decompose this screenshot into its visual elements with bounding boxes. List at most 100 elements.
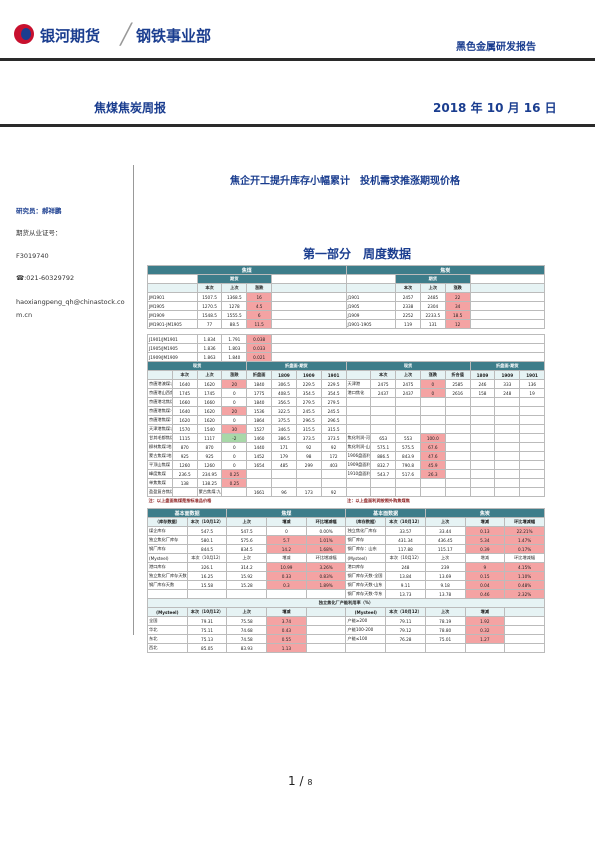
fundamentals-row: 钢厂库存 844.5 834.5 14.2 1.68% 钢厂库存：山东 117.88 115.… [147,544,545,554]
table-cell [519,415,545,425]
table-cell: 306.5 [271,379,297,389]
table-cell [226,589,268,599]
table-cell: 京唐港山西焦煤:库提价 [147,388,173,398]
table-cell: 315.5 [320,424,347,434]
email-link[interactable]: haoxiangpeng_qh@chinastock.com.cn [16,298,125,319]
table-cell: 1260 [171,460,198,470]
capacity-row: 华北 75.11 74.68 0.43 产能100-200 79.12 78.80 0.32 [147,625,545,635]
table-cell: 11.5 [246,319,273,329]
table-cell: 1117 [196,433,223,443]
table-cell: 1906盘面利润 [345,451,372,461]
table-cell: 0.13 [464,526,506,536]
table-cell: 1.13 [266,643,307,653]
capacity-title: 独立焦化厂产能利用率（%） [147,598,545,608]
table-cell: 0.48% [504,580,545,590]
table-cell [385,643,426,653]
table-cell: 1460 [246,433,273,443]
table-cell: 1840 [246,379,273,389]
column-header: 本次 [395,283,421,293]
column-header: 涨跌 [419,370,446,380]
table-cell [444,415,471,425]
brand-name: 银河期货 [40,27,101,45]
table-cell [444,424,471,434]
table-cell: 1909盘面利润 [345,460,372,470]
table-cell [171,487,198,497]
table-cell: 0 [266,526,307,536]
table-cell [271,319,347,329]
table-cell: 296.5 [320,415,347,425]
table-cell: 517.6 [395,469,421,479]
table-cell [305,607,347,617]
table-cell: 322.5 [271,406,297,416]
column-header: 涨跌 [221,370,248,380]
table-cell: 1.10% [504,571,545,581]
table-cell: 575.5 [395,442,421,452]
table-cell: J1905/JM1905 [147,343,198,353]
table-cell: J1909 [345,310,397,320]
futures-subheader: 期货 [196,274,273,284]
table-cell [345,406,372,416]
table-cell [271,274,347,284]
table-cell: 16 [246,292,273,302]
table-cell [305,616,347,626]
table-cell: 22 [444,292,471,302]
table-cell [370,478,397,488]
table-cell: 354.5 [295,388,322,398]
table-cell: 20 [221,379,248,389]
table-cell: 373.5 [295,433,322,443]
table-cell: 171 [271,442,297,452]
table-cell: 2475 [370,379,397,389]
table-cell: 0 [221,460,248,470]
table-cell: 2.32% [504,589,545,599]
column-header: 上次 [226,607,268,617]
column-header: 上次 [424,607,466,617]
table-cell: 85.05 [186,643,228,653]
table-cell: 299 [295,460,322,470]
table-cell: 单焦焦煤 [147,478,173,488]
column-header: 本次（10月12） [385,517,426,527]
table-cell: 上次 [424,553,466,563]
table-cell: 373.5 [320,433,347,443]
table-cell: 2437 [370,388,397,398]
table-cell [469,274,546,284]
table-cell: 74.58 [226,634,268,644]
department-name: 钢铁事业部 [136,27,212,45]
table-cell [464,643,506,653]
table-cell: 1270.5 [196,301,223,311]
table-cell: J1905 [345,301,397,311]
capacity-title-row: 独立焦化厂产能利用率（%） [147,598,545,608]
table-cell: 4.15% [504,562,545,572]
fundamentals-column-header-row: （库存数据） 本次（10月12） 上次 增减 环比增减幅 （库存数据） 本次（10月12）上… [147,517,545,527]
table-cell: 华北 [147,625,188,635]
table-cell: 1660 [196,397,223,407]
table-cell [246,469,273,479]
table-cell: 0.25 [221,478,248,488]
table-cell [519,451,545,461]
table-cell: 1.791 [221,334,248,344]
table-cell: 925 [196,451,223,461]
table-cell: 0 [221,388,248,398]
table-cell [395,478,421,488]
table-cell: 增减 [266,553,307,563]
column-header: 本次 [370,370,397,380]
futures-row: JM1909 1548.5 1555.5 6 J1909 2252 2233.5 18.5 [147,310,546,320]
table-cell: 172 [320,451,347,461]
table-cell: 19 [519,388,545,398]
table-cell: 1555.5 [221,310,248,320]
futures-row: JM1901 1507.5 1368.5 16 J1901 2457 2485 22 [147,292,546,302]
table-cell: 京唐港焦煤:仓提价 [147,406,173,416]
table-cell: 1840 [246,397,273,407]
table-cell: 2475 [395,379,421,389]
table-cell [295,469,322,479]
spot-subheader: 现货 [146,361,248,371]
table-cell: 2252 [395,310,421,320]
column-header: 折合值 [444,370,471,380]
table-cell: 15.58 [186,580,228,590]
coking-coal-section-header: 焦煤 [147,265,347,275]
table-cell: 98 [295,451,322,461]
table-cell: 45.9 [419,460,446,470]
table-cell: 2616 [444,388,471,398]
analyst-name: 研究员：郝祥鹏 [16,207,62,215]
table-cell [221,487,248,497]
table-cell: 6 [246,310,273,320]
